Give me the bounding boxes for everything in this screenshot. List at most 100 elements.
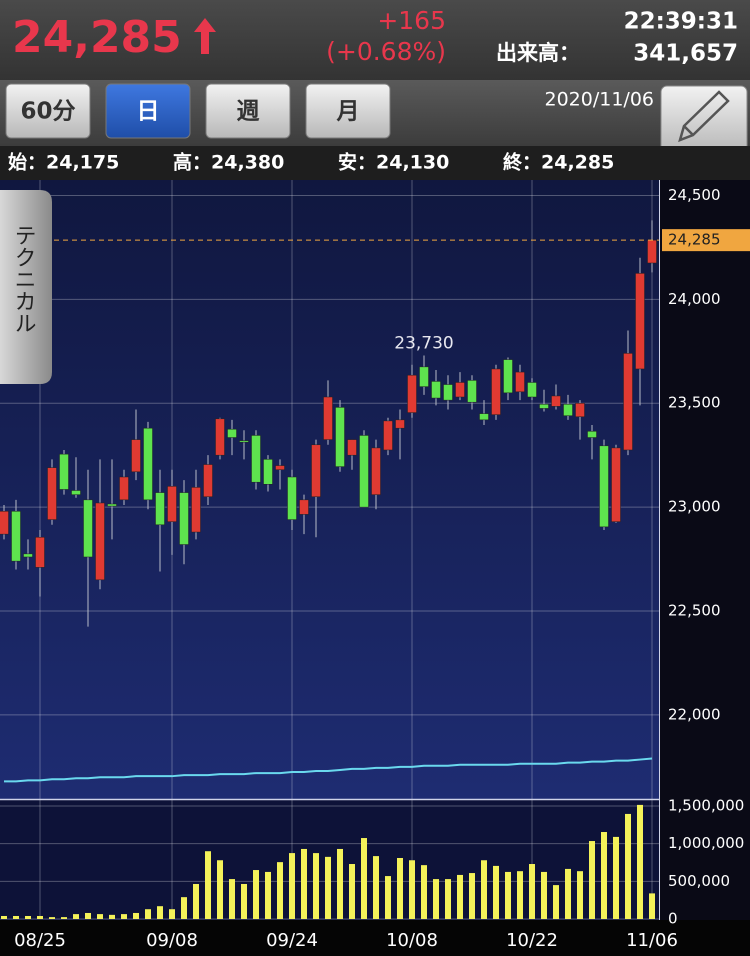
axis-bg <box>660 180 750 920</box>
candle-body <box>167 486 177 522</box>
ohlc-summary: 始：24,175 高：24,380 安：24,130 終：24,285 <box>8 151 614 174</box>
volume-bar <box>517 871 523 919</box>
candle-body <box>83 499 93 558</box>
ohlc-item: 高：24,380 <box>173 151 284 174</box>
period-button[interactable]: 60分 <box>5 83 91 139</box>
volume-bar <box>97 914 103 919</box>
period-button-bg[interactable] <box>105 83 191 139</box>
ohlc-item: 安：24,130 <box>338 151 449 174</box>
volume-bar <box>337 848 343 919</box>
volume-bar <box>565 868 571 919</box>
x-tick-label: 10/22 <box>506 930 558 951</box>
candle-body <box>179 492 189 545</box>
candle-body <box>239 440 249 443</box>
volume-bar <box>481 860 487 919</box>
up-arrow <box>194 18 216 54</box>
candle-body <box>35 536 45 568</box>
y-tick-label: 23,000 <box>668 498 721 516</box>
candle-body <box>479 413 489 421</box>
volume-bar <box>193 883 199 919</box>
candle-body <box>419 366 429 387</box>
volume-bar <box>409 860 415 919</box>
candle-body <box>71 490 81 495</box>
ohlc-item: 始：24,175 <box>8 151 119 174</box>
period-button[interactable]: 月 <box>305 83 391 139</box>
volume-bar <box>13 915 19 919</box>
volume-bar <box>397 857 403 919</box>
current-price-tag <box>662 229 750 252</box>
volume-bar <box>613 836 619 919</box>
candle-body <box>215 418 225 456</box>
candle-body <box>323 396 333 440</box>
y2-tick-label: 0 <box>668 910 678 928</box>
edit-button[interactable] <box>660 85 748 153</box>
candle-body <box>539 404 549 409</box>
period-button-label: 週 <box>237 99 260 125</box>
period-button-bg[interactable] <box>5 83 91 139</box>
volume-bar <box>469 873 475 919</box>
volume-bar <box>181 897 187 919</box>
candle-body <box>491 368 501 415</box>
volume-bar <box>85 912 91 919</box>
candle-body <box>383 420 393 451</box>
period-button-label: 60分 <box>20 99 75 125</box>
price-plot-bg <box>0 180 660 800</box>
candle-body <box>467 380 477 403</box>
candle-body <box>635 273 645 370</box>
period-button-bg[interactable] <box>305 83 391 139</box>
volume-label: 出来高： <box>496 41 580 65</box>
edit-button-bg[interactable] <box>660 85 748 153</box>
time: 22:39:31 <box>624 9 738 35</box>
volume-bar <box>277 862 283 919</box>
change-pct: (+0.68%) <box>326 37 446 66</box>
ohlc-item: 終：24,285 <box>503 151 614 174</box>
side-tab-label: テクニカル <box>11 224 36 334</box>
x-tick-label: 10/08 <box>386 930 438 951</box>
volume-bar <box>385 876 391 919</box>
x-tick-label: 11/06 <box>626 930 678 951</box>
volume-bar <box>61 917 67 919</box>
ma-line <box>4 757 653 783</box>
candle-body <box>623 353 633 451</box>
candle-body <box>407 374 417 413</box>
volume-bar <box>589 841 595 919</box>
y-tick-label: 23,500 <box>668 394 721 412</box>
candle-body <box>155 492 165 526</box>
volume-bar <box>637 804 643 919</box>
period-button[interactable]: 日 <box>105 83 191 139</box>
period-button-label: 日 <box>137 99 160 125</box>
volume-bar <box>361 838 367 919</box>
volume-bar <box>229 879 235 919</box>
candle-body <box>515 371 525 393</box>
volume-bar <box>577 871 583 919</box>
candle-body <box>11 511 21 562</box>
candle-body <box>359 435 369 508</box>
side-tab-bg[interactable] <box>0 190 52 384</box>
candle-body <box>587 431 597 438</box>
candle-body <box>107 503 117 507</box>
volume-bar <box>121 914 127 919</box>
volume-bar <box>169 909 175 919</box>
candle-body <box>455 382 465 398</box>
y-tick-label: 22,500 <box>668 602 721 620</box>
high-annotation: 23,730 <box>394 333 453 353</box>
y-tick-label: 22,000 <box>668 705 721 723</box>
volume-bar <box>217 860 223 919</box>
y-tick-label: 24,000 <box>668 290 721 308</box>
volume-bar <box>373 856 379 919</box>
volume-bar <box>493 865 499 919</box>
pencil-icon <box>678 90 730 143</box>
candle-body <box>371 447 381 495</box>
candle-body <box>47 467 57 520</box>
x-tick-label: 09/08 <box>146 930 198 951</box>
period-button[interactable]: 週 <box>205 83 291 139</box>
period-button-bg[interactable] <box>205 83 291 139</box>
side-tab[interactable]: テクニカル <box>0 190 52 384</box>
volume-bar <box>421 865 427 919</box>
volume-bar <box>37 915 43 919</box>
volume-bar <box>241 883 247 919</box>
candle-body <box>611 447 621 522</box>
candle-body <box>287 476 297 520</box>
period-buttons: 60分 日 週 月 <box>5 83 391 139</box>
